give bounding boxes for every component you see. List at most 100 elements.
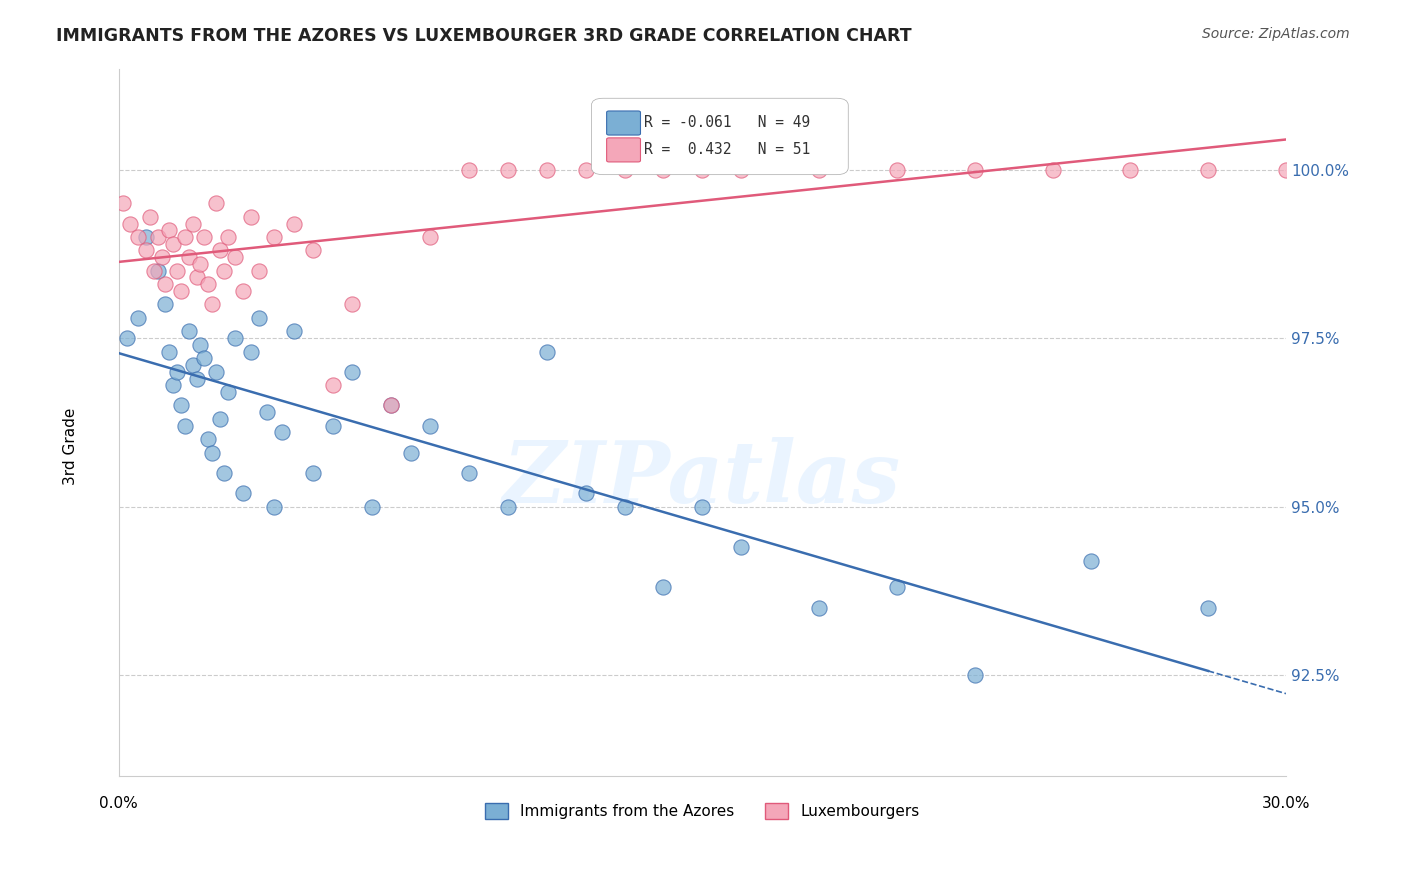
Point [263,500,285,514]
Point [146,230,169,244]
Point [173,230,195,244]
Point [208,244,231,258]
Point [142,263,165,277]
FancyBboxPatch shape [606,111,641,135]
Point [205,365,228,379]
Point [419,230,441,244]
Point [217,384,239,399]
FancyBboxPatch shape [606,138,641,162]
Point [139,210,162,224]
Point [155,297,177,311]
Point [1197,162,1219,177]
Point [613,162,636,177]
Point [212,263,235,277]
Point [340,365,363,379]
Point [730,162,752,177]
Point [162,378,184,392]
Point [190,338,212,352]
Point [166,365,188,379]
Point [193,230,215,244]
Point [302,466,325,480]
Text: 0.0%: 0.0% [100,797,138,812]
Point [380,399,402,413]
Point [271,425,294,440]
Text: IMMIGRANTS FROM THE AZORES VS LUXEMBOURGER 3RD GRADE CORRELATION CHART: IMMIGRANTS FROM THE AZORES VS LUXEMBOURG… [56,27,912,45]
Point [886,581,908,595]
Point [302,244,325,258]
Point [283,324,305,338]
Point [162,236,184,251]
Point [177,324,200,338]
Point [197,432,219,446]
Point [886,162,908,177]
Point [692,162,714,177]
Point [186,371,208,385]
Point [963,162,986,177]
Text: R =  0.432   N = 51: R = 0.432 N = 51 [644,142,810,157]
Legend: Immigrants from the Azores, Luxembourgers: Immigrants from the Azores, Luxembourger… [479,797,925,825]
Point [205,196,228,211]
Point [536,162,558,177]
Text: 30.0%: 30.0% [1261,797,1310,812]
Point [170,399,193,413]
Point [157,223,180,237]
Point [155,277,177,292]
Point [730,540,752,554]
Point [201,445,224,459]
Text: R = -0.061   N = 49: R = -0.061 N = 49 [644,115,810,130]
Point [170,284,193,298]
Point [399,445,422,459]
Point [232,284,254,298]
Point [120,217,142,231]
Point [190,257,212,271]
Point [1042,162,1064,177]
Point [283,217,305,231]
Point [536,344,558,359]
Point [181,217,204,231]
Point [1119,162,1142,177]
Point [186,270,208,285]
Point [157,344,180,359]
Point [263,230,285,244]
Point [458,162,481,177]
Point [240,210,263,224]
Point [232,486,254,500]
Point [322,418,344,433]
Point [963,668,986,682]
Point [256,405,278,419]
Point [1197,600,1219,615]
Point [135,244,157,258]
Point [150,250,173,264]
Point [613,500,636,514]
Point [247,263,270,277]
Point [360,500,382,514]
FancyBboxPatch shape [592,98,848,175]
Point [652,581,675,595]
Point [1080,553,1102,567]
Point [496,162,519,177]
Point [808,162,831,177]
Point [575,486,598,500]
Point [173,418,195,433]
Point [146,263,169,277]
Point [127,310,149,325]
Text: ZIPatlas: ZIPatlas [503,437,901,521]
Point [201,297,224,311]
Point [652,162,675,177]
Point [115,331,138,345]
Point [419,418,441,433]
Point [322,378,344,392]
Point [224,250,246,264]
Point [380,399,402,413]
Point [224,331,246,345]
Point [135,230,157,244]
Point [111,196,134,211]
Point [458,466,481,480]
Point [181,358,204,372]
Point [808,600,831,615]
Point [177,250,200,264]
Text: 3rd Grade: 3rd Grade [63,408,79,484]
Point [496,500,519,514]
Point [692,500,714,514]
Point [340,297,363,311]
